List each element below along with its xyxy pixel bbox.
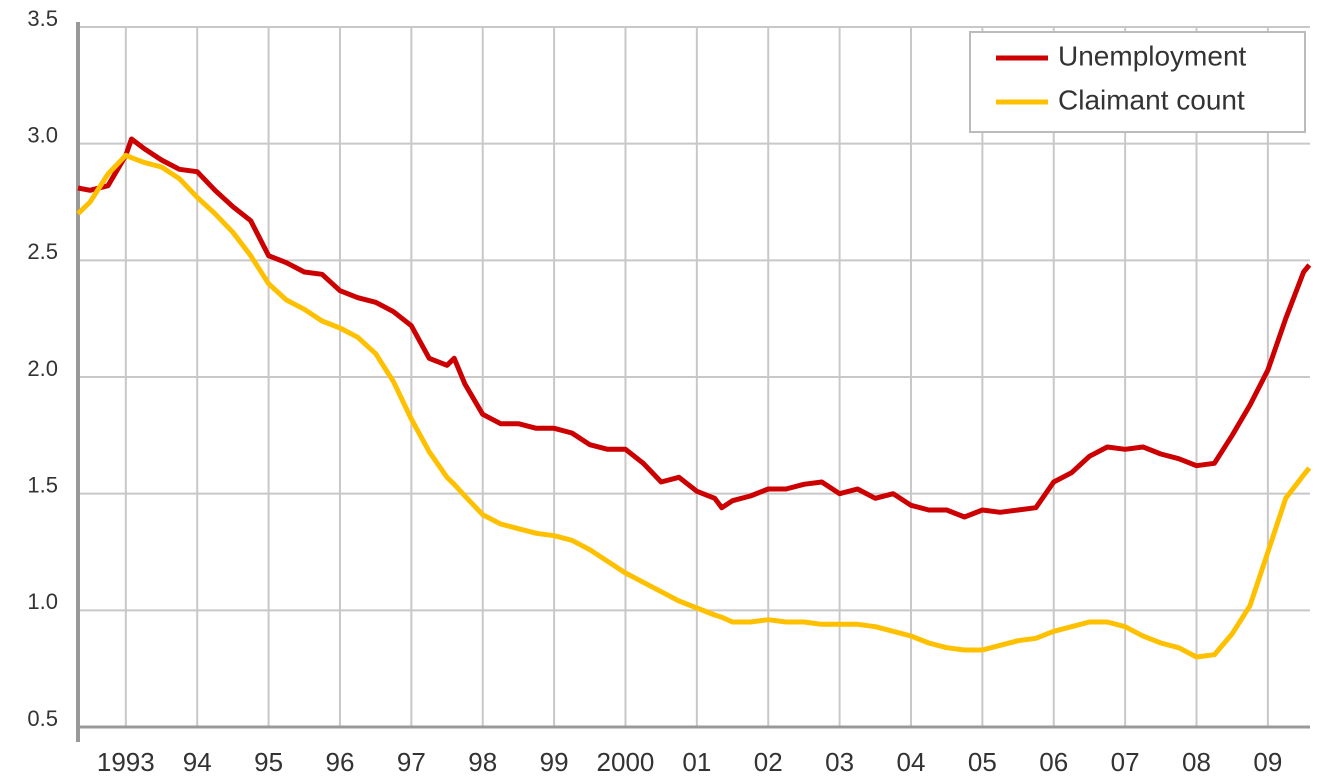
x-tick-label: 07 — [1111, 747, 1140, 777]
x-tick-label: 98 — [468, 747, 497, 777]
legend-box — [969, 31, 1306, 133]
y-tick-label: 2.0 — [27, 356, 58, 381]
x-tick-label: 09 — [1253, 747, 1282, 777]
y-tick-label: 1.5 — [27, 472, 58, 497]
y-tick-label: 2.5 — [27, 239, 58, 264]
legend-label: Unemployment — [1058, 40, 1247, 71]
x-tick-label: 2000 — [597, 747, 655, 777]
x-tick-label: 1993 — [97, 747, 155, 777]
x-tick-label: 02 — [754, 747, 783, 777]
y-tick-label: 0.5 — [27, 706, 58, 731]
y-tick-label: 3.0 — [27, 122, 58, 147]
series-line — [76, 152, 1312, 660]
x-tick-label: 97 — [397, 747, 426, 777]
x-tick-label: 05 — [968, 747, 997, 777]
x-tick-label: 96 — [325, 747, 354, 777]
x-tick-label: 01 — [682, 747, 711, 777]
x-tick-label: 94 — [183, 747, 212, 777]
y-tick-label: 3.5 — [27, 6, 58, 31]
x-tick-label: 03 — [825, 747, 854, 777]
y-tick-label: 1.0 — [27, 589, 58, 614]
x-tick-label: 08 — [1182, 747, 1211, 777]
series-line — [77, 136, 1312, 520]
x-tick-label: 04 — [897, 747, 926, 777]
x-tick-label: 99 — [540, 747, 569, 777]
legend-label: Claimant count — [1058, 84, 1245, 115]
x-tick-label: 95 — [254, 747, 283, 777]
x-tick-label: 06 — [1039, 747, 1068, 777]
